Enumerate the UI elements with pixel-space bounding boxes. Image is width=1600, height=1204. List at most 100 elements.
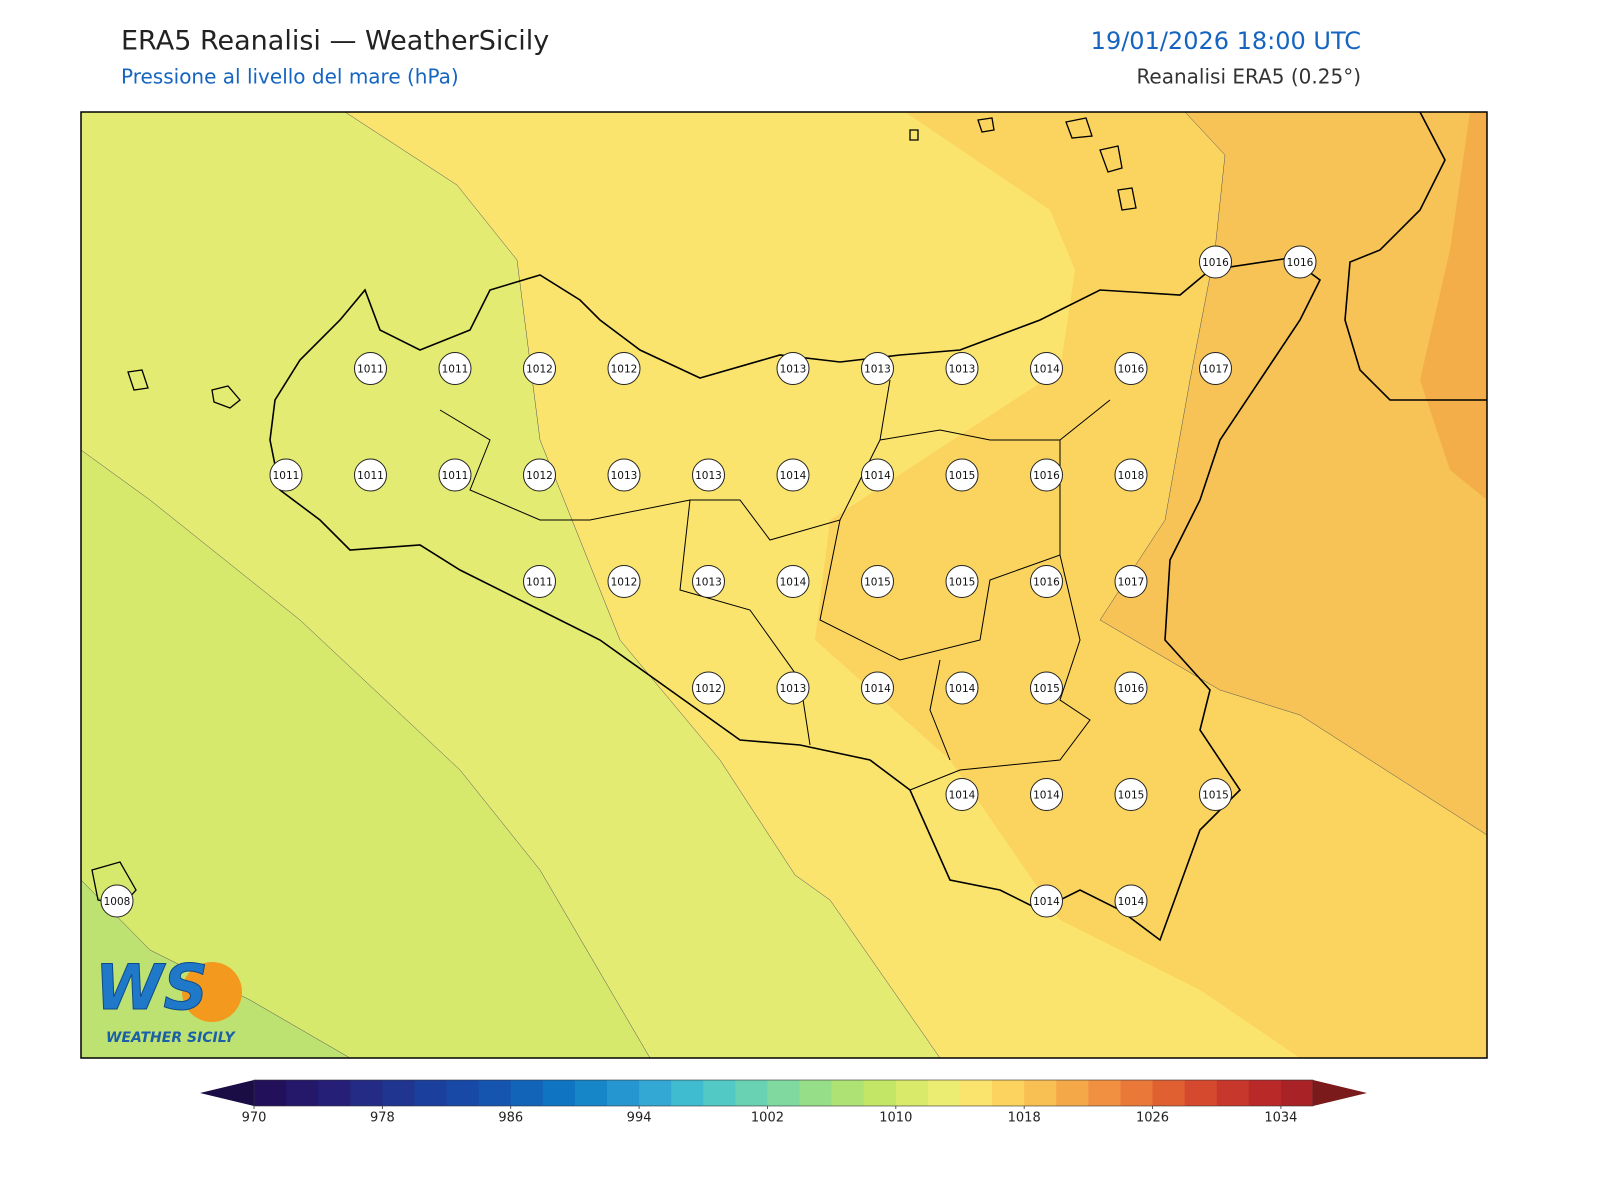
colorbar-segment — [671, 1080, 704, 1106]
station-marker — [945, 778, 979, 811]
colorbar-segment — [1152, 1080, 1186, 1106]
station-marker — [692, 565, 725, 598]
station-marker — [776, 565, 810, 598]
colorbar-segment — [574, 1080, 608, 1106]
station-value: 1015 — [1202, 790, 1229, 802]
station-value: 1014 — [949, 790, 976, 802]
station-value: 1017 — [1118, 577, 1145, 589]
station-value: 1015 — [949, 577, 976, 589]
colorbar-segment — [446, 1080, 480, 1106]
station-marker — [354, 352, 387, 385]
station-value: 1013 — [611, 470, 638, 482]
colorbar-tick-label: 1010 — [879, 1111, 912, 1126]
station-value: 1012 — [611, 577, 638, 589]
station-value: 1012 — [695, 683, 722, 695]
colorbar-tick-label: 994 — [627, 1111, 652, 1126]
station-marker — [269, 458, 303, 492]
logo-sun — [182, 962, 242, 1022]
colorbar-segment — [1280, 1080, 1314, 1106]
station-value: 1012 — [526, 470, 553, 482]
colorbar-segment — [767, 1080, 801, 1106]
colorbar-segment — [735, 1080, 768, 1106]
station-marker — [861, 352, 894, 385]
station-marker — [1030, 352, 1063, 385]
pressure-band — [1420, 112, 1487, 500]
colorbar-over — [1313, 1080, 1367, 1106]
station-marker — [607, 565, 641, 598]
station-value: 1014 — [864, 683, 891, 695]
station-marker — [1199, 778, 1232, 811]
station-marker — [1030, 565, 1063, 598]
source: Reanalisi ERA5 (0.25°) — [1136, 65, 1361, 89]
station-marker — [945, 565, 979, 598]
colorbar-segment — [1184, 1080, 1218, 1106]
station-marker — [523, 458, 556, 492]
station-value: 1016 — [1033, 577, 1060, 589]
colorbar-segment — [895, 1080, 929, 1106]
colorbar-segment — [414, 1080, 448, 1106]
colorbar-segment — [1248, 1080, 1282, 1106]
coastline — [269, 257, 1322, 942]
colorbar-segment — [254, 1080, 287, 1106]
colorbar-segment — [510, 1080, 544, 1106]
island — [91, 117, 1137, 907]
station-marker — [1030, 671, 1063, 705]
station-marker — [1114, 565, 1148, 598]
pressure-band — [81, 449, 651, 1058]
station-value: 1016 — [1033, 470, 1060, 482]
colorbar-tick-label: 978 — [370, 1111, 395, 1126]
station-marker — [1114, 671, 1148, 705]
station-value: 1014 — [1033, 790, 1060, 802]
station-marker — [607, 352, 641, 385]
subtitle: Pressione al livello del mare (hPa) — [121, 65, 459, 89]
datetime: 19/01/2026 18:00 UTC — [1091, 27, 1361, 55]
colorbar-tick-label: 1026 — [1136, 1111, 1169, 1126]
station-value: 1008 — [104, 896, 131, 908]
station-marker — [1030, 778, 1063, 811]
station-value: 1011 — [442, 364, 469, 376]
pressure-band — [1099, 112, 1487, 836]
station-marker — [1030, 884, 1063, 918]
station-value: 1014 — [780, 470, 807, 482]
station-value: 1015 — [949, 470, 976, 482]
logo-mark: WS — [95, 951, 208, 1024]
colorbar-tick-label: 986 — [498, 1111, 523, 1126]
colorbar-segment — [318, 1080, 351, 1106]
station-marker — [692, 671, 725, 705]
station-value: 1015 — [1033, 683, 1060, 695]
colorbar-segment — [639, 1080, 672, 1106]
colorbar-segment — [286, 1080, 319, 1106]
station-marker — [354, 458, 387, 492]
colorbar-segment — [1120, 1080, 1154, 1106]
colorbar-segment — [992, 1080, 1025, 1106]
station-marker — [861, 671, 894, 705]
province-border — [439, 379, 1111, 791]
colorbar-segment — [863, 1080, 897, 1106]
station-value: 1013 — [780, 364, 807, 376]
colorbar-segment — [831, 1080, 865, 1106]
station-marker — [1199, 352, 1232, 385]
station-value: 1011 — [442, 470, 469, 482]
colorbar-segment — [1216, 1080, 1250, 1106]
title: ERA5 Reanalisi — WeatherSicily — [121, 26, 549, 57]
station-marker — [1114, 458, 1148, 492]
stations: 1016 1016 1011 1011 1012 1012 1013 1013 1013 1014… — [100, 245, 1317, 918]
station-marker — [607, 458, 641, 492]
station-value: 1018 — [1118, 470, 1145, 482]
station-marker — [1030, 458, 1063, 492]
colorbar-segment — [1088, 1080, 1121, 1106]
logo-name: WEATHER SICILY — [106, 1030, 237, 1046]
station-marker — [1114, 884, 1148, 918]
colorbar-segment — [478, 1080, 512, 1106]
colorbar-frame — [253, 1079, 1314, 1107]
station-marker — [861, 565, 894, 598]
station-marker — [523, 352, 556, 385]
station-value: 1013 — [949, 364, 976, 376]
station-marker — [1114, 778, 1148, 811]
station-value: 1012 — [611, 364, 638, 376]
map-frame — [80, 111, 1488, 1059]
logo: WS WEATHER SICILY — [95, 951, 242, 1046]
station-value: 1017 — [1202, 364, 1229, 376]
station-value: 1014 — [780, 577, 807, 589]
station-marker — [100, 884, 134, 918]
